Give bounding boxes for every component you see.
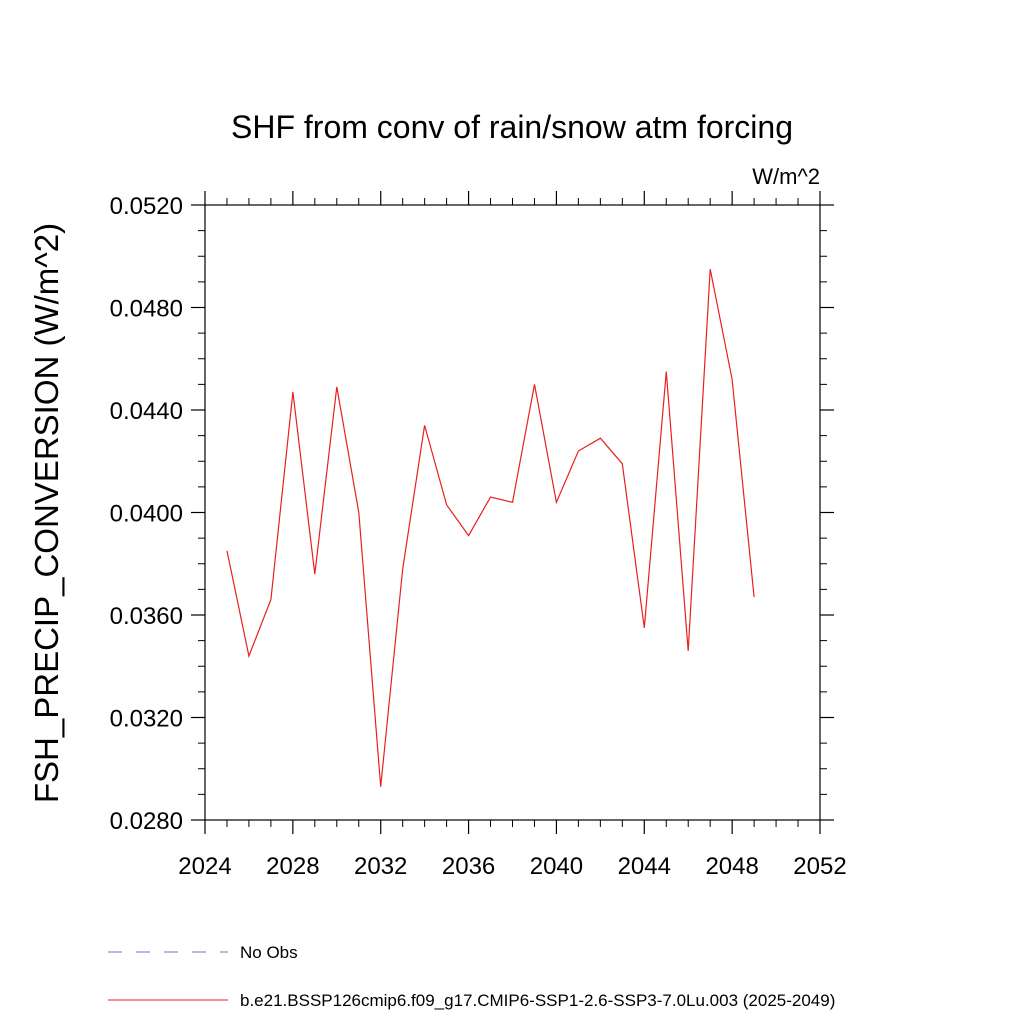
x-tick-label: 2048 xyxy=(705,853,758,880)
y-tick-label: 0.0520 xyxy=(110,193,183,220)
y-tick-label: 0.0400 xyxy=(110,501,183,528)
x-tick-label: 2052 xyxy=(793,853,846,880)
y-tick-label: 0.0280 xyxy=(110,808,183,835)
x-tick-label: 2040 xyxy=(530,853,583,880)
y-tick-label: 0.0480 xyxy=(110,296,183,323)
x-tick-label: 2032 xyxy=(354,853,407,880)
units-label: W/m^2 xyxy=(752,164,820,189)
plot-frame xyxy=(204,204,821,821)
x-tick-label: 2024 xyxy=(178,853,231,880)
y-tick-label: 0.0440 xyxy=(110,398,183,425)
series-line xyxy=(226,268,755,787)
x-tick-label: 2036 xyxy=(442,853,495,880)
axes: 2024 2028 2032 2036 2040 2044 2048 2052 0.0280 0.… xyxy=(110,191,847,880)
legend-label: No Obs xyxy=(240,943,298,962)
y-tick-label: 0.0360 xyxy=(110,603,183,630)
legend-label: b.e21.BSSP126cmip6.f09_g17.CMIP6-SSP1-2.… xyxy=(240,991,835,1010)
x-tick-label: 2044 xyxy=(618,853,671,880)
series-layer xyxy=(226,268,755,787)
x-tick-label: 2028 xyxy=(266,853,319,880)
y-tick-label: 0.0320 xyxy=(110,706,183,733)
legend: No Obs b.e21.BSSP126cmip6.f09_g17.CMIP6-S… xyxy=(108,943,835,1010)
chart-title: SHF from conv of rain/snow atm forcing xyxy=(231,109,793,145)
y-axis-label: FSH_PRECIP_CONVERSION (W/m^2) xyxy=(28,223,65,803)
